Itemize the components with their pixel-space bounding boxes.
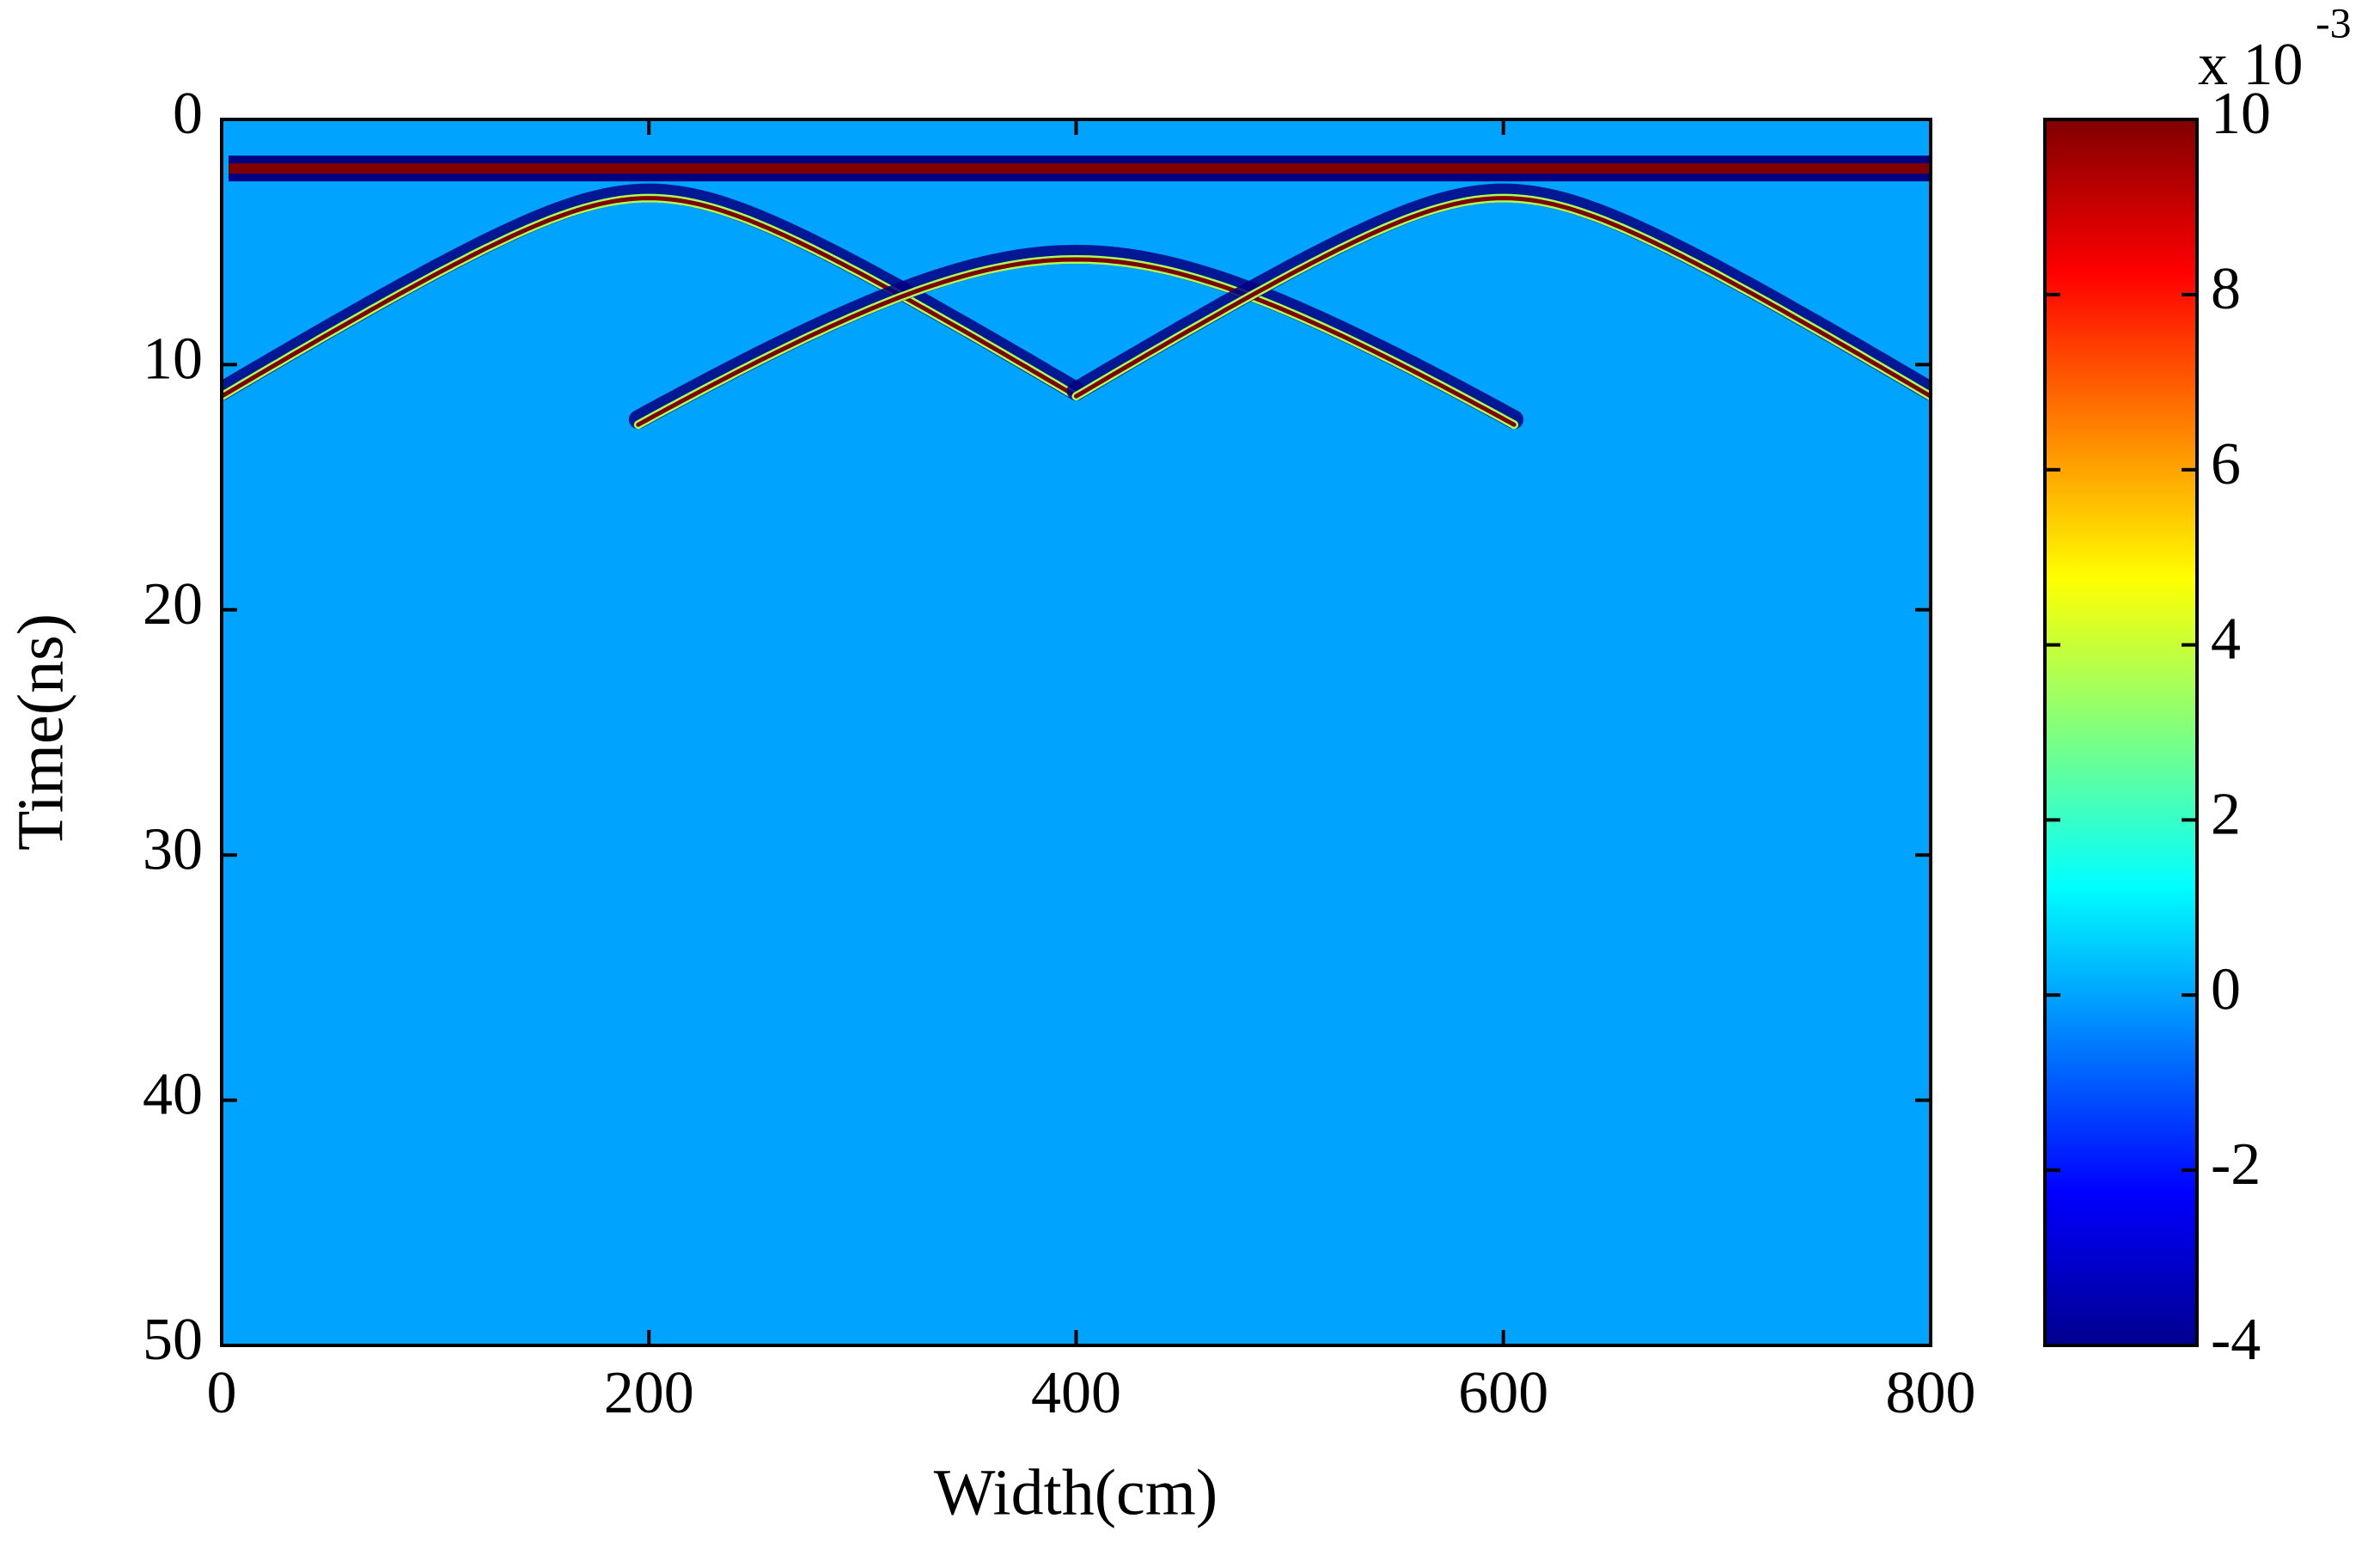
reflection <box>636 257 1516 427</box>
y-tick-label: 30 <box>143 816 203 882</box>
x-tick-label: 400 <box>1031 1360 1121 1426</box>
y-tick-label: 0 <box>173 81 203 147</box>
y-tick-label: 40 <box>143 1062 203 1128</box>
colorbar-tick-label: 6 <box>2211 431 2241 497</box>
colorbar-tick-label: 4 <box>2211 607 2241 673</box>
x-tick-label: 600 <box>1458 1360 1548 1426</box>
colorbar-tick-label: -4 <box>2211 1307 2261 1373</box>
colorbar-tick-label: 2 <box>2211 781 2241 847</box>
reflections <box>222 156 1931 430</box>
y-axis-label: Time(ns) <box>4 613 76 851</box>
colorbar-tick-label: 8 <box>2211 256 2241 322</box>
reflection-halo <box>1066 183 1931 401</box>
x-axis-label: Width(cm) <box>934 1456 1217 1528</box>
reflection-halo <box>222 183 1086 401</box>
colorbar-tick-label: -2 <box>2211 1131 2261 1198</box>
x-tick-label: 200 <box>604 1360 694 1426</box>
y-tick-label: 10 <box>143 326 203 392</box>
field-background <box>222 119 1931 1345</box>
y-tick-label: 20 <box>143 571 203 637</box>
reflection <box>1074 196 1931 399</box>
reflection <box>222 196 1078 399</box>
x-tick-label: 0 <box>207 1360 237 1426</box>
x-tick-label: 800 <box>1886 1360 1976 1426</box>
colorbar-exponent: -3 <box>2316 0 2352 46</box>
colorbar-tick-label: 10 <box>2211 81 2271 147</box>
reflection-halo <box>628 244 1524 430</box>
colorbar-multiplier: x 10 <box>2198 32 2304 98</box>
colorbar-tick-label: 0 <box>2211 956 2241 1022</box>
colorbar <box>2043 118 2199 1347</box>
y-tick-label: 50 <box>143 1307 203 1373</box>
